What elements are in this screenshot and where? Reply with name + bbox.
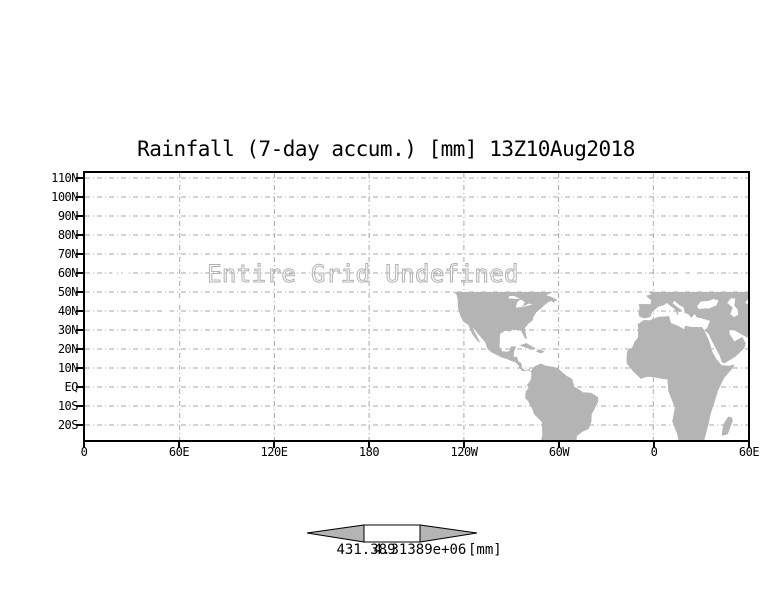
- y-axis-label: EQ: [64, 380, 79, 394]
- y-axis-tick: [76, 291, 84, 293]
- plot-title: Rainfall (7-day accum.) [mm] 13Z10Aug201…: [137, 137, 635, 161]
- colorbar-max-label: 4.31389e+06: [373, 542, 467, 558]
- y-axis-label: 20S: [57, 418, 79, 432]
- x-axis-tick: [83, 441, 85, 448]
- world-map: Entire Grid Undefined: [85, 173, 748, 440]
- x-axis-label: 60E: [738, 445, 760, 459]
- y-axis-tick: [76, 310, 84, 312]
- colorbar-box: [363, 524, 421, 543]
- x-axis-tick: [273, 441, 275, 448]
- y-axis-label: 10N: [57, 361, 79, 375]
- y-axis-tick: [76, 272, 84, 274]
- y-axis-tick: [76, 329, 84, 331]
- colorbar: [306, 524, 478, 543]
- x-axis-tick: [178, 441, 180, 448]
- x-axis-label: 0: [650, 445, 658, 459]
- x-axis-label: 60E: [168, 445, 190, 459]
- y-axis-label: 10S: [57, 399, 79, 413]
- y-axis-label: 60N: [57, 266, 79, 280]
- y-axis-label: 80N: [57, 228, 79, 242]
- y-axis-tick: [76, 405, 84, 407]
- colorbar-min-label: 431.389: [336, 542, 396, 558]
- y-axis-tick: [76, 367, 84, 369]
- x-axis-label: 0: [80, 445, 88, 459]
- y-axis-label: 50N: [57, 285, 79, 299]
- y-axis-label: 90N: [57, 209, 79, 223]
- x-axis-label: 180: [358, 445, 380, 459]
- y-axis-tick: [76, 348, 84, 350]
- y-axis-tick: [76, 196, 84, 198]
- colorbar-right-arrow: [419, 524, 478, 543]
- x-axis-tick: [653, 441, 655, 448]
- x-axis-tick: [558, 441, 560, 448]
- y-axis-tick: [76, 177, 84, 179]
- y-axis-label: 30N: [57, 323, 79, 337]
- y-axis-label: 110N: [51, 171, 78, 185]
- x-axis-label: 120E: [260, 445, 288, 459]
- x-axis-label: 120W: [450, 445, 478, 459]
- y-axis-tick: [76, 253, 84, 255]
- x-axis-tick: [368, 441, 370, 448]
- y-axis-label: 100N: [51, 190, 78, 204]
- map-frame: Entire Grid Undefined: [83, 171, 750, 442]
- x-axis-label: 60W: [548, 445, 570, 459]
- x-axis-tick: [748, 441, 750, 448]
- colorbar-unit-label: [mm]: [468, 542, 502, 558]
- y-axis-tick: [76, 424, 84, 426]
- y-axis-label: 70N: [57, 247, 79, 261]
- y-axis-tick: [76, 215, 84, 217]
- y-axis-tick: [76, 234, 84, 236]
- undefined-grid-watermark: Entire Grid Undefined: [207, 260, 519, 288]
- y-axis-tick: [76, 386, 84, 388]
- y-axis-label: 40N: [57, 304, 79, 318]
- colorbar-left-arrow: [306, 524, 365, 543]
- y-axis-label: 20N: [57, 342, 79, 356]
- x-axis-tick: [463, 441, 465, 448]
